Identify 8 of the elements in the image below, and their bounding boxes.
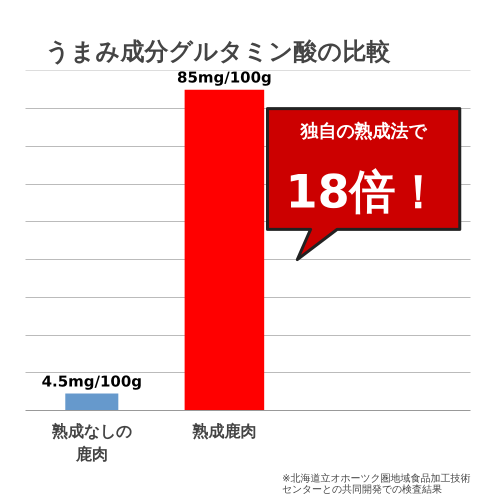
annotation: 18倍！	[286, 164, 442, 219]
x-tick-label: 熟成鹿肉	[191, 422, 256, 440]
text: 独自の熟成法で	[300, 120, 428, 142]
text: ※北海道立オホーツク圏地域食品加工技術センターとの共同開発での検査結果	[282, 472, 471, 496]
data-label: 85mg/100g	[177, 68, 272, 87]
x-tick-label: 熟成なしの鹿肉	[50, 422, 132, 464]
chart-title: うまみ成分グルタミン酸の比較	[46, 38, 392, 66]
data-label: 4.5mg/100g	[42, 372, 142, 391]
